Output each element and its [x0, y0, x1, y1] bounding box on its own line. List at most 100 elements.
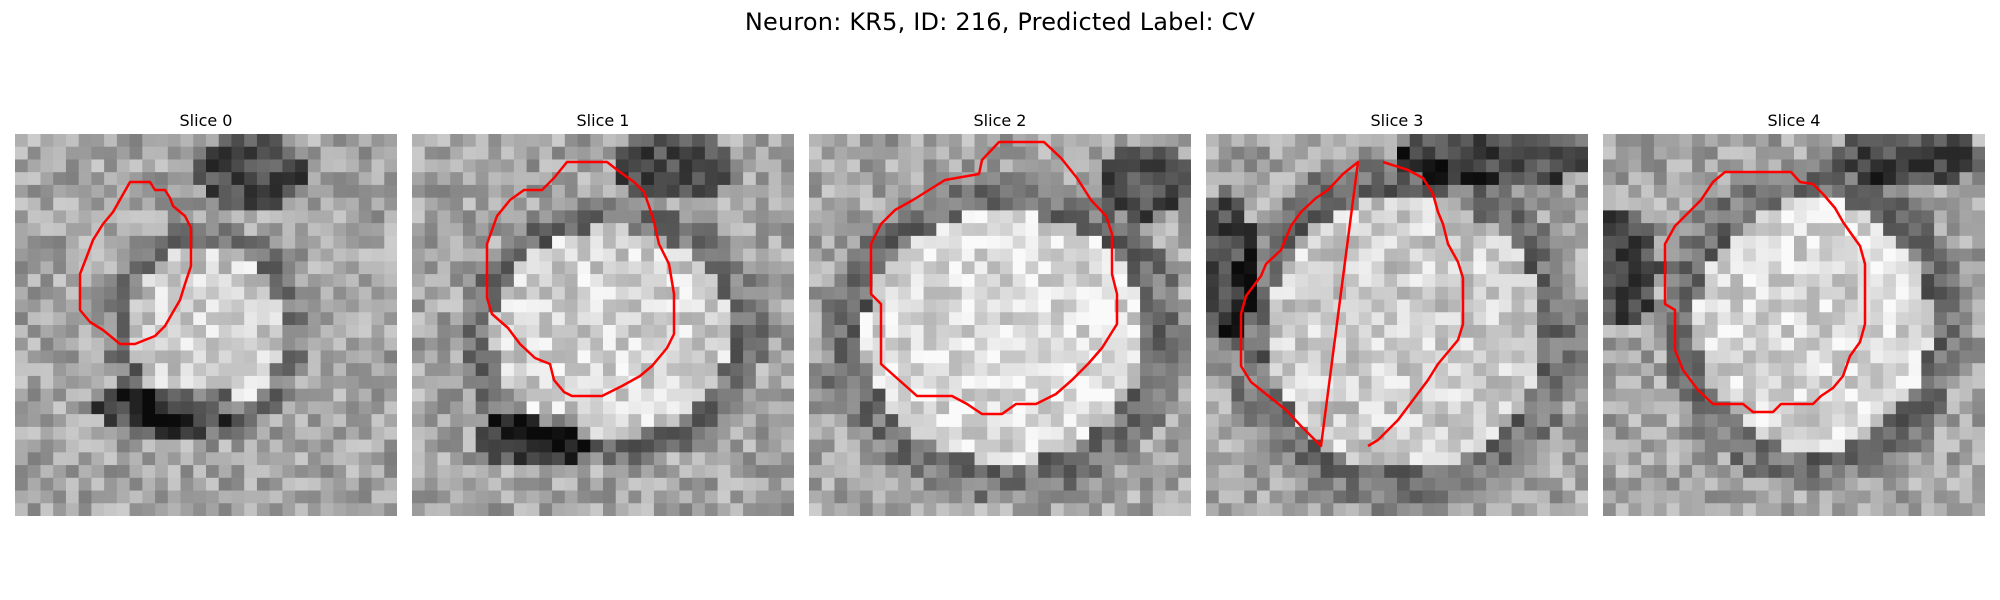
pixel	[15, 159, 29, 173]
pixel	[564, 197, 579, 211]
pixel	[384, 312, 397, 326]
pixel	[27, 325, 42, 339]
pixel	[1422, 375, 1436, 390]
pixel	[1486, 134, 1500, 148]
pixel	[781, 210, 794, 224]
pixel	[1844, 401, 1859, 415]
pixel	[1307, 299, 1322, 313]
pixel	[603, 439, 617, 453]
pixel	[1730, 286, 1744, 301]
pixel	[1140, 261, 1154, 275]
pixel	[961, 490, 976, 504]
pixel	[155, 312, 169, 326]
pixel	[180, 452, 194, 466]
pixel	[1844, 426, 1859, 441]
pixel	[1704, 337, 1719, 352]
pixel	[475, 197, 489, 211]
pixel	[475, 248, 489, 262]
pixel	[333, 134, 347, 148]
pixel	[1895, 426, 1910, 441]
pixel	[936, 363, 950, 377]
pixel	[1511, 261, 1525, 275]
slice-panel-3: Slice 3	[1206, 108, 1588, 516]
pixel	[1244, 388, 1258, 402]
pixel	[809, 223, 823, 237]
pixel	[923, 248, 937, 262]
pixel	[1537, 235, 1551, 250]
pixel	[961, 414, 976, 428]
pixel	[526, 134, 540, 148]
pixel	[1794, 477, 1808, 492]
pixel	[1050, 248, 1065, 262]
pixel	[412, 477, 426, 492]
pixel	[218, 426, 233, 441]
pixel	[603, 261, 617, 275]
pixel	[552, 452, 566, 466]
pixel	[193, 134, 207, 148]
pixel	[231, 490, 245, 504]
pixel	[1959, 401, 1973, 415]
pixel	[1012, 337, 1027, 352]
pixel	[244, 388, 258, 402]
pixel	[27, 184, 42, 199]
pixel	[462, 248, 477, 262]
pixel	[1895, 465, 1910, 479]
pixel	[1717, 363, 1731, 377]
pixel	[206, 401, 220, 415]
pixel	[1486, 299, 1500, 313]
pixel	[1972, 248, 1985, 262]
pixel	[1101, 477, 1116, 492]
pixel	[1908, 261, 1922, 275]
pixel	[295, 350, 309, 364]
pixel	[1397, 261, 1411, 275]
pixel	[346, 465, 360, 479]
pixel	[987, 337, 1001, 352]
pixel	[1895, 388, 1910, 402]
pixel	[1218, 401, 1233, 415]
pixel	[1615, 235, 1630, 250]
pixel	[40, 477, 54, 492]
pixel	[244, 465, 258, 479]
pixel	[641, 452, 655, 466]
pixel	[269, 337, 283, 352]
pixel	[27, 388, 42, 402]
pixel	[1231, 312, 1245, 326]
pixel	[142, 375, 156, 390]
pixel	[641, 312, 655, 326]
pixel	[974, 350, 988, 364]
pixel	[730, 261, 744, 275]
pixel	[1615, 197, 1630, 211]
pixel	[1743, 299, 1757, 313]
pixel	[1615, 248, 1630, 262]
pixel	[1524, 465, 1538, 479]
pixel	[1076, 439, 1090, 453]
pixel	[1244, 325, 1258, 339]
pixel	[1870, 363, 1884, 377]
pixel	[743, 261, 757, 275]
pixel	[155, 325, 169, 339]
pixel	[1921, 261, 1935, 275]
pixel	[730, 401, 744, 415]
pixel	[1025, 439, 1039, 453]
pixel	[15, 197, 29, 211]
pixel	[590, 337, 604, 352]
pixel	[809, 337, 823, 352]
pixel	[1653, 477, 1668, 492]
pixel	[768, 503, 782, 516]
pixel	[847, 210, 861, 224]
pixel	[501, 375, 515, 390]
pixel	[1307, 337, 1322, 352]
pixel	[1498, 439, 1513, 453]
pixel	[1140, 159, 1154, 173]
pixel	[1486, 274, 1500, 288]
pixel	[1333, 248, 1347, 262]
pixel	[628, 503, 642, 516]
pixel	[1628, 184, 1642, 199]
pixel	[40, 312, 54, 326]
pixel	[1295, 452, 1309, 466]
pixel	[1832, 172, 1846, 186]
pixel	[1165, 325, 1179, 339]
pixel	[526, 299, 540, 313]
pixel	[1165, 401, 1179, 415]
pixel	[910, 439, 925, 453]
